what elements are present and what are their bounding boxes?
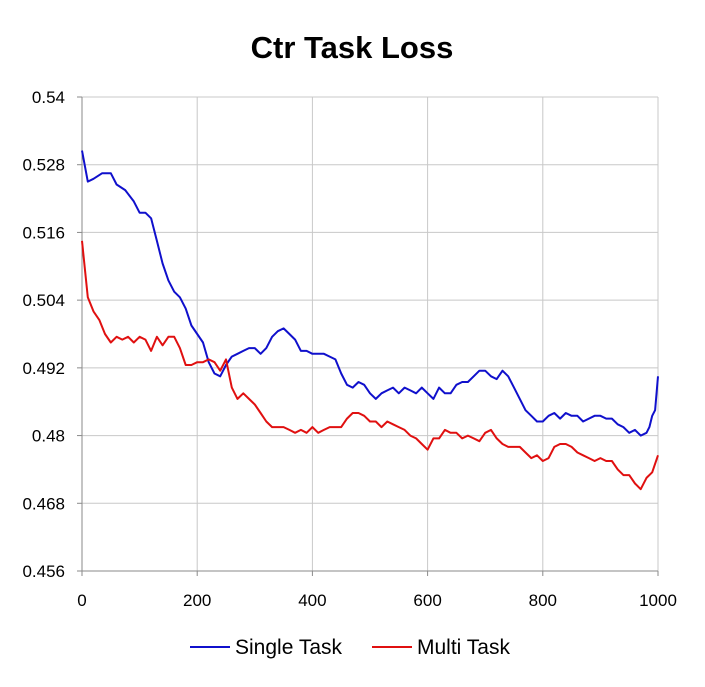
y-tick-label: 0.54: [32, 88, 65, 107]
y-tick-label: 0.468: [22, 494, 65, 513]
y-tick-label: 0.48: [32, 427, 65, 446]
x-tick-label: 800: [529, 591, 557, 610]
x-tick-label: 400: [298, 591, 326, 610]
legend-label-multi-task: Multi Task: [417, 636, 510, 659]
legend-label-single-task: Single Task: [235, 636, 343, 659]
series-line-single-task: [81, 150, 659, 437]
gridlines: [81, 96, 659, 572]
axes: 0.456 0.468 0.48 0.492 0.504 0.516 0.528 0.54 0 2…: [22, 88, 676, 610]
y-tick-label: 0.492: [22, 359, 65, 378]
y-tick-label: 0.504: [22, 291, 65, 310]
y-tick-label: 0.456: [22, 562, 65, 581]
x-tick-label: 200: [183, 591, 211, 610]
y-tick-label: 0.528: [22, 156, 65, 175]
x-tick-label: 600: [413, 591, 441, 610]
x-tick-label: 1000: [639, 591, 677, 610]
x-tick-label: 0: [77, 591, 86, 610]
legend: Single Task Multi Task: [190, 636, 510, 659]
series-lines: [81, 150, 659, 491]
series-line-multi-task: [81, 240, 659, 491]
chart-title: Ctr Task Loss: [251, 30, 454, 65]
y-tick-label: 0.516: [22, 223, 65, 242]
